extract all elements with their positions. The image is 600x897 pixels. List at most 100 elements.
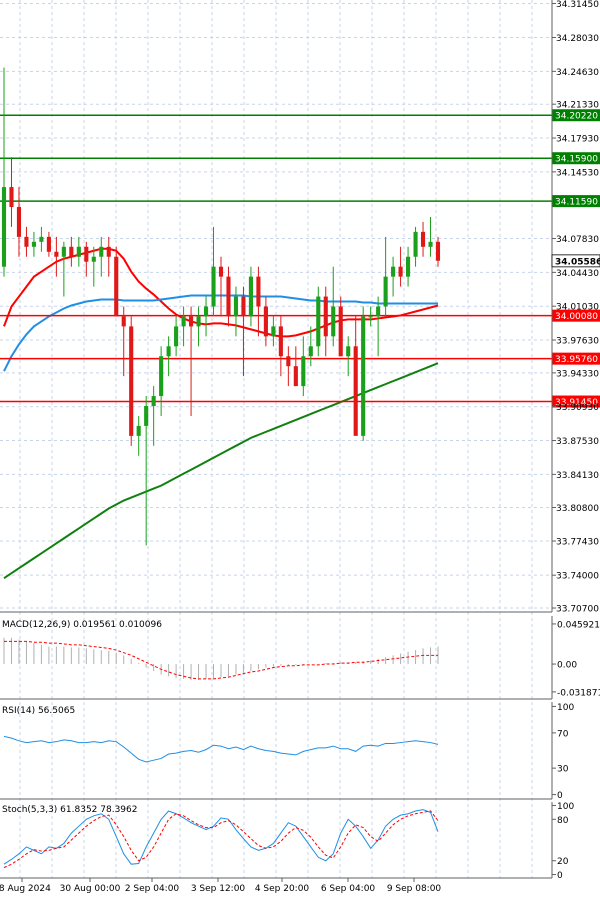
rsi-title: RSI(14) 56.5065 — [2, 706, 75, 716]
candle — [263, 296, 268, 347]
candle — [189, 306, 194, 416]
gridlines — [0, 0, 552, 878]
candle-body — [31, 241, 36, 247]
candle — [106, 236, 111, 277]
candle — [413, 226, 418, 267]
time-axis: 28 Aug 2024 30 Aug 00:00 2 Sep 04:00 3 Sep … — [0, 878, 441, 894]
macd-signal-line — [4, 640, 438, 680]
candle — [428, 216, 433, 257]
candle — [338, 296, 343, 357]
y-tick-label: 33.97630 — [556, 337, 599, 347]
candle-body — [218, 266, 224, 277]
y-tick-label: 34.24630 — [556, 68, 599, 78]
x-tick-label: 6 Sep 04:00 — [321, 884, 376, 894]
candle — [248, 266, 253, 327]
candle — [99, 236, 104, 277]
level-label-box — [552, 152, 600, 165]
rsi-y-tick-label: 0 — [557, 791, 563, 801]
stoch-title: Stoch(5,3,3) 61.8352 78.3962 — [2, 805, 137, 815]
candle — [39, 226, 44, 252]
y-tick-label: 33.77430 — [556, 538, 599, 548]
candle — [293, 346, 298, 387]
candle-body — [331, 306, 336, 337]
candle — [383, 236, 388, 317]
candle-body — [196, 316, 201, 327]
level-label: 34.11590 — [555, 198, 598, 208]
y-tick-label: 33.70700 — [556, 605, 599, 615]
macd-title: MACD(12,26,9) 0.019561 0.010096 — [2, 620, 162, 630]
candle — [144, 396, 149, 546]
rsi-y-tick-label: 100 — [557, 703, 574, 713]
candle-body — [308, 346, 313, 357]
stoch-y-tick-label: 20 — [557, 857, 569, 867]
candle-body — [323, 296, 328, 337]
candle — [256, 266, 261, 337]
level-label: 34.15900 — [555, 155, 598, 165]
level-label-box — [552, 195, 600, 208]
y-tick-label: 33.94330 — [556, 369, 599, 379]
candle-body — [84, 246, 89, 262]
candle-body — [211, 266, 216, 307]
candle — [136, 415, 141, 456]
candle-body — [181, 316, 186, 327]
candle-body — [226, 276, 231, 317]
candle — [181, 306, 186, 347]
candle — [361, 306, 366, 441]
candle-body — [189, 316, 194, 327]
candle — [368, 306, 373, 327]
candle-body — [233, 296, 239, 317]
y-tick-label: 34.14530 — [556, 168, 599, 178]
y-tick-label: 34.04430 — [556, 269, 599, 279]
candle — [1, 67, 7, 277]
candle-body — [151, 396, 156, 407]
level-label-box — [552, 309, 600, 322]
level-label-box — [552, 395, 600, 408]
candle-body — [166, 346, 171, 357]
candle — [16, 187, 22, 257]
candle — [91, 246, 96, 287]
macd-y-tick-label: 0.045921 — [557, 620, 600, 630]
y-tick-label: 34.28030 — [556, 34, 599, 44]
candle-body — [383, 276, 388, 307]
candle-body — [9, 187, 14, 207]
candle — [218, 256, 224, 317]
candle-body — [256, 276, 261, 307]
x-tick-label: 9 Sep 08:00 — [387, 884, 442, 894]
candle-body — [278, 326, 283, 357]
y-tick-label: 34.31450 — [556, 0, 599, 10]
x-tick-label: 3 Sep 12:00 — [191, 884, 246, 894]
stoch-y-tick-label: 0 — [557, 871, 563, 881]
candle — [226, 266, 231, 327]
level-label-box — [552, 109, 600, 122]
rsi-y-tick-label: 30 — [557, 765, 569, 775]
candle — [129, 316, 134, 446]
candle-body — [391, 266, 396, 277]
candle-body — [271, 326, 276, 337]
candle-body — [368, 316, 373, 318]
y-tick-label: 33.84130 — [556, 471, 599, 481]
candle-body — [435, 241, 441, 261]
x-tick-label: 30 Aug 00:00 — [60, 884, 121, 894]
candle — [331, 266, 336, 347]
candle-body — [144, 406, 149, 426]
y-tick-label: 33.90930 — [556, 403, 599, 413]
candle — [286, 346, 291, 387]
candle — [151, 386, 156, 446]
y-tick-label: 34.21330 — [556, 101, 599, 111]
candle-body — [406, 256, 411, 277]
level-label: 33.91450 — [555, 398, 598, 408]
candle-body — [136, 425, 141, 436]
support-resistance-levels: 34.20220 34.15900 34.11590 34.00080 33.95760… — [0, 109, 600, 408]
x-tick-label: 2 Sep 04:00 — [125, 884, 180, 894]
candle — [24, 226, 29, 257]
candle — [31, 231, 36, 257]
candle-body — [248, 276, 253, 317]
candle-body — [376, 306, 381, 317]
candle-body — [203, 306, 209, 317]
candle — [346, 336, 351, 377]
level-label: 34.00080 — [555, 312, 598, 322]
candle — [420, 221, 426, 257]
candle-body — [99, 246, 104, 257]
